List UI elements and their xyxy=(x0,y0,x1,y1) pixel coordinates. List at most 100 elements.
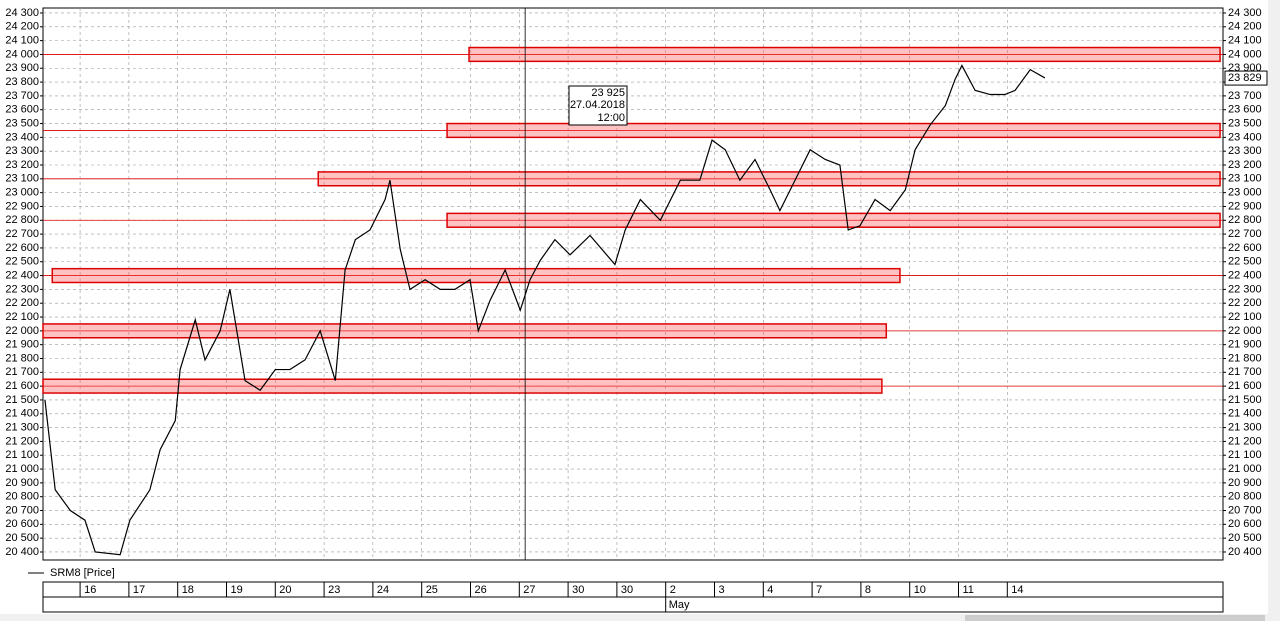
y-tick-label: 21 000 xyxy=(5,463,39,475)
zone xyxy=(51,267,901,284)
y-tick-label: 23 800 xyxy=(5,76,39,88)
y-tick-label-right: 20 700 xyxy=(1228,504,1262,516)
y-tick-label: 21 300 xyxy=(5,422,39,434)
x-tick-label: 3 xyxy=(718,584,724,596)
x-tick-label: 4 xyxy=(767,584,773,596)
y-tick-label-right: 24 100 xyxy=(1228,35,1262,47)
y-tick-label-right: 21 400 xyxy=(1228,408,1262,420)
y-tick-label-right: 22 000 xyxy=(1228,325,1262,337)
y-tick-label: 22 600 xyxy=(5,242,39,254)
y-tick-label: 21 700 xyxy=(5,366,39,378)
y-tick-label: 21 400 xyxy=(5,408,39,420)
y-tick-label: 24 200 xyxy=(5,21,39,33)
crosshair-time: 12:00 xyxy=(597,112,625,124)
y-tick-label-right: 21 000 xyxy=(1228,463,1262,475)
y-tick-label-right: 24 200 xyxy=(1228,21,1262,33)
plot-frame xyxy=(42,7,1224,561)
y-tick-label: 22 400 xyxy=(5,269,39,281)
y-tick-label-right: 23 300 xyxy=(1228,145,1262,157)
y-tick-label-right: 21 100 xyxy=(1228,449,1262,461)
y-tick-label-right: 22 900 xyxy=(1228,200,1262,212)
crosshair-box xyxy=(568,85,628,126)
y-tick-label: 22 200 xyxy=(5,297,39,309)
y-tick-label-right: 22 800 xyxy=(1228,214,1262,226)
y-tick-label: 24 300 xyxy=(5,7,39,19)
y-tick-label-right: 23 500 xyxy=(1228,117,1262,129)
side-strip xyxy=(1268,0,1280,621)
last-price-box xyxy=(1224,70,1268,86)
x-tick-label: 23 xyxy=(328,584,340,596)
last-price-label: 23 829 xyxy=(1228,72,1262,84)
y-tick-label: 23 500 xyxy=(5,117,39,129)
zone xyxy=(42,323,888,339)
x-tick-label: 2 xyxy=(670,584,676,596)
y-tick-label-right: 22 500 xyxy=(1228,256,1262,268)
y-tick-label-right: 22 600 xyxy=(1228,242,1262,254)
x-tick-label: 18 xyxy=(182,584,194,596)
y-tick-label-right: 21 800 xyxy=(1228,352,1262,364)
y-tick-label: 22 000 xyxy=(5,325,39,337)
x-tick-label: 19 xyxy=(230,584,242,596)
y-tick-label-right: 20 800 xyxy=(1228,491,1262,503)
y-tick-label-right: 21 300 xyxy=(1228,422,1262,434)
y-tick-label: 22 900 xyxy=(5,200,39,212)
y-tick-label: 22 300 xyxy=(5,283,39,295)
crosshair-price: 23 925 xyxy=(591,87,625,99)
legend-label: SRM8 [Price] xyxy=(50,567,115,579)
zone xyxy=(317,171,1221,187)
y-tick-label: 20 700 xyxy=(5,504,39,516)
y-tick-label: 22 100 xyxy=(5,311,39,323)
y-tick-label: 22 500 xyxy=(5,256,39,268)
y-tick-label: 21 600 xyxy=(5,380,39,392)
y-tick-label-right: 23 000 xyxy=(1228,187,1262,199)
y-tick-label-right: 22 200 xyxy=(1228,297,1262,309)
y-tick-label-right: 21 600 xyxy=(1228,380,1262,392)
y-tick-label: 21 200 xyxy=(5,435,39,447)
x-tick-label: 26 xyxy=(474,584,486,596)
y-tick-label-right: 22 100 xyxy=(1228,311,1262,323)
y-tick-label: 23 000 xyxy=(5,187,39,199)
y-tick-label-right: 21 500 xyxy=(1228,394,1262,406)
y-tick-label-right: 20 400 xyxy=(1228,546,1262,558)
y-tick-label-right: 23 200 xyxy=(1228,159,1262,171)
y-tick-label: 22 700 xyxy=(5,228,39,240)
y-tick-label: 23 100 xyxy=(5,173,39,185)
y-tick-label-right: 21 700 xyxy=(1228,366,1262,378)
x-tick-label: 7 xyxy=(816,584,822,596)
scrollbar[interactable] xyxy=(0,614,1268,621)
x-tick-label: 24 xyxy=(377,584,389,596)
y-tick-label-right: 20 900 xyxy=(1228,477,1262,489)
y-tick-label-right: 24 300 xyxy=(1228,7,1262,19)
x-tick-label: 14 xyxy=(1011,584,1023,596)
y-tick-label-right: 22 700 xyxy=(1228,228,1262,240)
month-label: May xyxy=(669,599,690,611)
x-tick-label: 25 xyxy=(426,584,438,596)
zone xyxy=(468,46,1221,63)
y-tick-label-right: 21 200 xyxy=(1228,435,1262,447)
y-tick-label: 23 600 xyxy=(5,104,39,116)
zone xyxy=(42,378,883,394)
y-tick-label: 20 400 xyxy=(5,546,39,558)
x-tick-label: 30 xyxy=(621,584,633,596)
y-tick-label: 23 300 xyxy=(5,145,39,157)
y-tick-label-right: 23 700 xyxy=(1228,90,1262,102)
y-tick-label: 23 900 xyxy=(5,62,39,74)
y-tick-label: 20 500 xyxy=(5,532,39,544)
y-tick-label-right: 24 000 xyxy=(1228,48,1262,60)
y-tick-label: 21 500 xyxy=(5,394,39,406)
y-tick-label: 23 400 xyxy=(5,131,39,143)
x-tick-label: 8 xyxy=(865,584,871,596)
y-tick-label: 21 800 xyxy=(5,352,39,364)
y-tick-label: 23 700 xyxy=(5,90,39,102)
scrollbar-thumb[interactable] xyxy=(965,615,1265,621)
y-tick-label-right: 22 400 xyxy=(1228,269,1262,281)
y-tick-label-right: 20 500 xyxy=(1228,532,1262,544)
y-tick-label-right: 23 600 xyxy=(1228,104,1262,116)
y-tick-label: 20 900 xyxy=(5,477,39,489)
y-tick-label: 20 600 xyxy=(5,518,39,530)
x-tick-label: 17 xyxy=(133,584,145,596)
y-tick-label-right: 20 600 xyxy=(1228,518,1262,530)
y-tick-label-right: 21 900 xyxy=(1228,339,1262,351)
y-tick-label: 20 800 xyxy=(5,491,39,503)
